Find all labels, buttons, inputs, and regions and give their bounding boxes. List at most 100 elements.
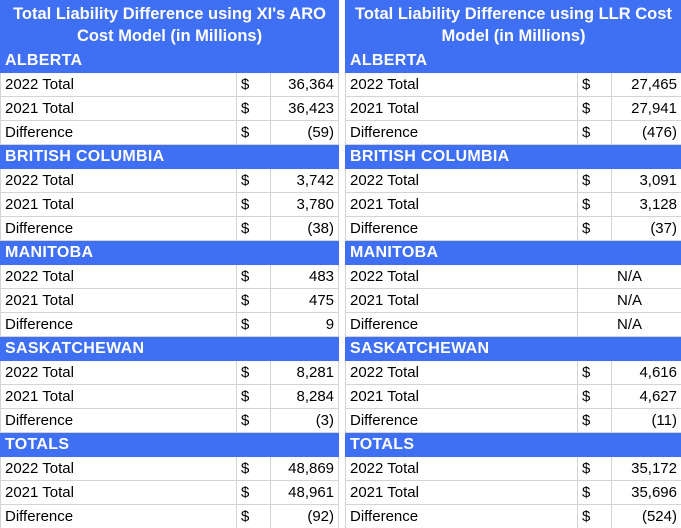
data-row: 2021 Total $35,696 (345, 480, 681, 505)
data-row: 2022 Total $8,281 (0, 360, 340, 385)
value-cell: 8,284 (269, 384, 340, 409)
row-label: 2021 Total (345, 480, 578, 505)
value-cell: 3,780 (269, 192, 340, 217)
currency-cell: $ (577, 192, 612, 217)
row-label: Difference (0, 408, 237, 433)
section-row: MANITOBA (345, 240, 681, 265)
value-cell: 8,281 (269, 360, 340, 385)
data-row: 2022 Total $36,364 (0, 72, 340, 97)
value-cell: (11) (611, 408, 681, 433)
row-label: 2021 Total (345, 384, 578, 409)
row-label: 2021 Total (0, 480, 237, 505)
currency-cell: $ (577, 168, 612, 193)
currency-cell: $ (236, 384, 271, 409)
currency-cell: $ (236, 72, 271, 97)
currency-cell: $ (577, 456, 612, 481)
currency-cell: $ (577, 120, 612, 145)
currency-cell: $ (236, 480, 271, 505)
currency-cell: $ (236, 96, 271, 121)
row-label: 2022 Total (345, 72, 578, 97)
value-cell: 27,465 (611, 72, 681, 97)
value-cell: (524) (611, 504, 681, 528)
title-row: Total Liability Difference using LLR Cos… (345, 0, 681, 49)
currency-cell: $ (577, 96, 612, 121)
currency-cell: $ (577, 384, 612, 409)
row-label: Difference (345, 408, 578, 433)
value-cell: 35,172 (611, 456, 681, 481)
data-row: 2022 Total $4,616 (345, 360, 681, 385)
row-label: 2021 Total (0, 96, 237, 121)
section-name: ALBERTA (0, 48, 340, 73)
data-row: Difference $9 (0, 312, 340, 337)
currency-cell: $ (577, 216, 612, 241)
section-row: SASKATCHEWAN (345, 336, 681, 361)
currency-cell: $ (236, 456, 271, 481)
currency-cell: $ (236, 264, 271, 289)
data-row: Difference N/A (345, 312, 681, 337)
value-cell: 4,627 (611, 384, 681, 409)
data-row: 2021 Total $4,627 (345, 384, 681, 409)
section-name: SASKATCHEWAN (0, 336, 340, 361)
section-name: ALBERTA (345, 48, 681, 73)
data-row: Difference $ (476) (345, 120, 681, 145)
data-row: 2021 Total $36,423 (0, 96, 340, 121)
data-row: 2021 Total $3,780 (0, 192, 340, 217)
value-cell: (3) (269, 408, 340, 433)
data-row: Difference $ (524) (345, 504, 681, 528)
section-name: TOTALS (345, 432, 681, 457)
section-row: SASKATCHEWAN (0, 336, 340, 361)
value-cell: 475 (269, 288, 340, 313)
value-cell: 35,696 (611, 480, 681, 505)
data-row: Difference $ (59) (0, 120, 340, 145)
section-name: MANITOBA (0, 240, 340, 265)
data-row: 2021 Total $27,941 (345, 96, 681, 121)
value-cell: 483 (269, 264, 340, 289)
value-cell: N/A (577, 288, 681, 313)
section-row: ALBERTA (345, 48, 681, 73)
section-row: MANITOBA (0, 240, 340, 265)
currency-cell: $ (236, 216, 271, 241)
value-cell: 3,091 (611, 168, 681, 193)
value-cell: 27,941 (611, 96, 681, 121)
section-name: BRITISH COLUMBIA (345, 144, 681, 169)
data-row: Difference $ (92) (0, 504, 340, 528)
row-label: 2021 Total (345, 96, 578, 121)
section-name: MANITOBA (345, 240, 681, 265)
data-row: Difference $ (37) (345, 216, 681, 241)
currency-cell: $ (577, 360, 612, 385)
data-row: Difference $ (3) (0, 408, 340, 433)
data-row: Difference $ (38) (0, 216, 340, 241)
row-label: Difference (345, 120, 578, 145)
row-label: 2022 Total (0, 456, 237, 481)
section-row: TOTALS (345, 432, 681, 457)
row-label: 2022 Total (0, 72, 237, 97)
liability-table: Total Liability Difference using LLR Cos… (345, 0, 681, 528)
value-cell: (92) (269, 504, 340, 528)
data-row: 2022 Total N/A (345, 264, 681, 289)
section-row: BRITISH COLUMBIA (0, 144, 340, 169)
data-row: 2021 Total $3,128 (345, 192, 681, 217)
data-row: 2021 Total $8,284 (0, 384, 340, 409)
value-cell: (37) (611, 216, 681, 241)
value-cell: (38) (269, 216, 340, 241)
data-row: 2021 Total N/A (345, 288, 681, 313)
currency-cell: $ (577, 72, 612, 97)
row-label: Difference (345, 504, 578, 528)
value-cell: (476) (611, 120, 681, 145)
data-row: 2021 Total $48,961 (0, 480, 340, 505)
currency-cell: $ (236, 504, 271, 528)
row-label: Difference (0, 312, 237, 337)
value-cell: 48,869 (269, 456, 340, 481)
data-row: 2021 Total $475 (0, 288, 340, 313)
table-title: Total Liability Difference using XI's AR… (0, 0, 340, 49)
currency-cell: $ (236, 360, 271, 385)
table-title: Total Liability Difference using LLR Cos… (345, 0, 681, 49)
data-row: 2022 Total $27,465 (345, 72, 681, 97)
row-label: 2021 Total (0, 384, 237, 409)
section-row: TOTALS (0, 432, 340, 457)
section-row: ALBERTA (0, 48, 340, 73)
section-name: SASKATCHEWAN (345, 336, 681, 361)
row-label: 2021 Total (0, 192, 237, 217)
value-cell: 3,128 (611, 192, 681, 217)
